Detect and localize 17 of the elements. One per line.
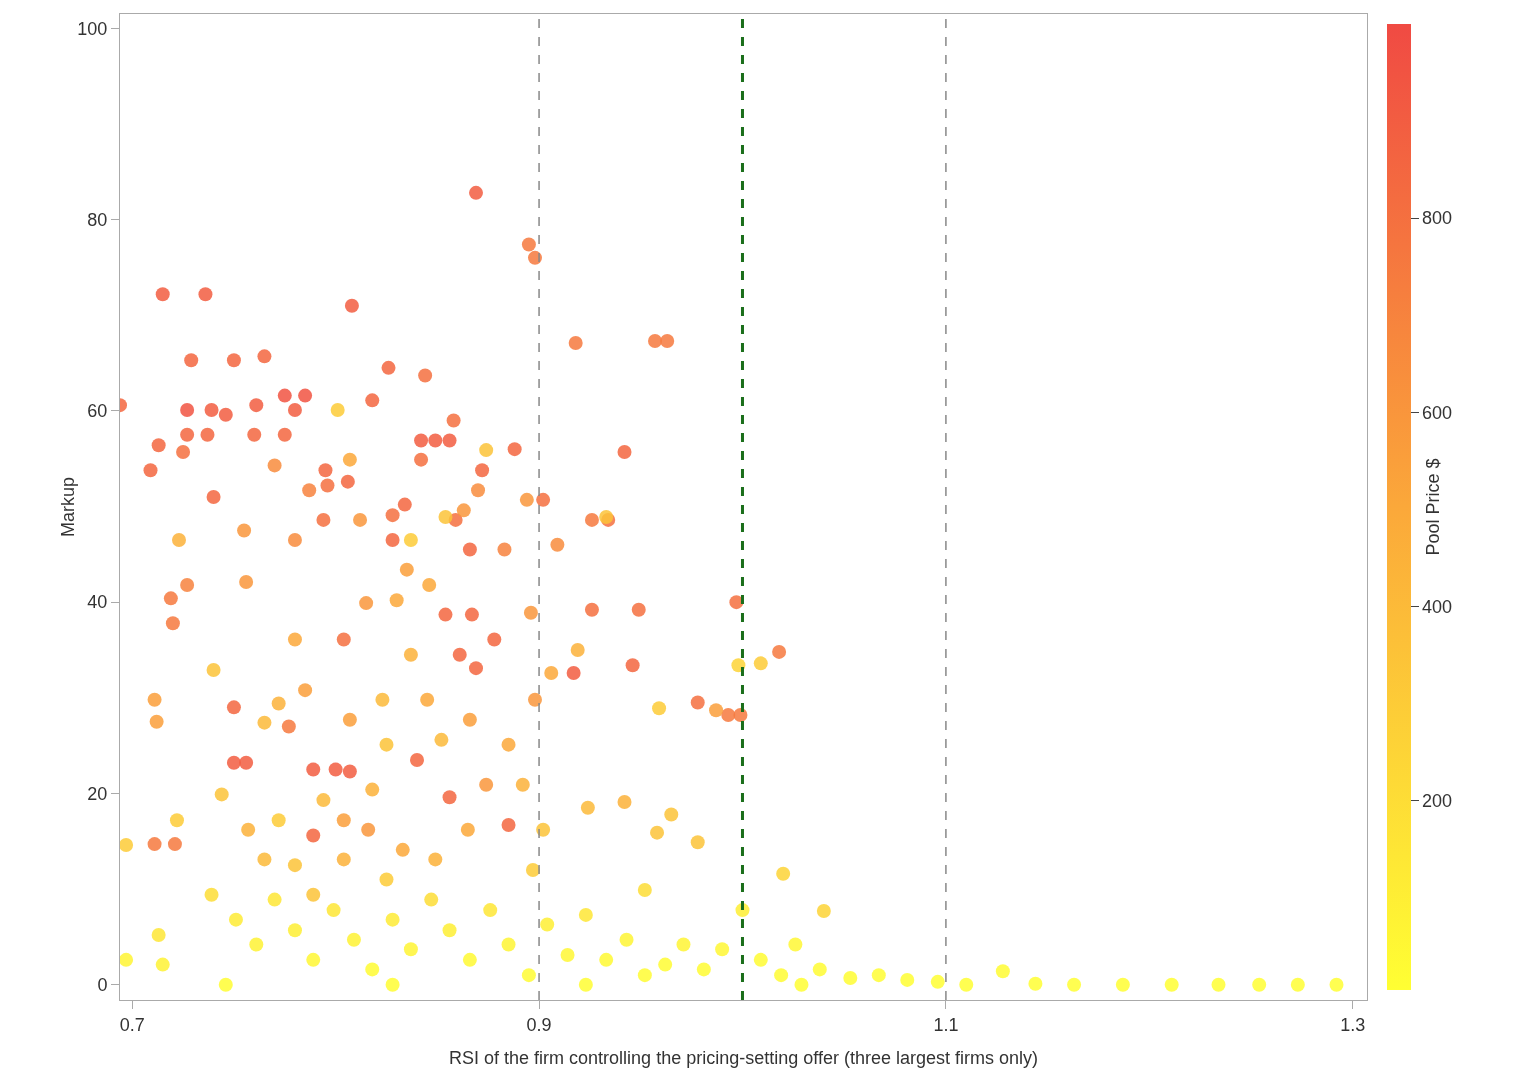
y-tick-label: 20	[87, 783, 108, 804]
color-bar-title: Pool Price $	[1422, 458, 1443, 556]
color-bar-label: 600	[1422, 402, 1453, 423]
y-tick-label: 0	[97, 975, 108, 995]
x-tick-label: 0.7	[119, 1014, 145, 1035]
y-tick-label: 60	[87, 401, 108, 422]
color-bar-label: 800	[1422, 208, 1453, 229]
x-tick-label: 0.9	[526, 1014, 552, 1035]
y-tick-label: 100	[77, 18, 108, 39]
x-axis-title: RSI of the firm controlling the pricing-setting offer (three largest firms only)	[449, 1048, 1038, 1068]
color-bar-label: 400	[1422, 596, 1453, 617]
y-axis-title: Markup	[58, 476, 78, 538]
y-tick-label: 80	[87, 209, 108, 230]
color-bar-label: 200	[1422, 790, 1453, 811]
x-tick-label: 1.3	[1340, 1014, 1366, 1035]
y-tick-label: 40	[87, 592, 108, 613]
x-tick-label: 1.1	[933, 1014, 959, 1035]
